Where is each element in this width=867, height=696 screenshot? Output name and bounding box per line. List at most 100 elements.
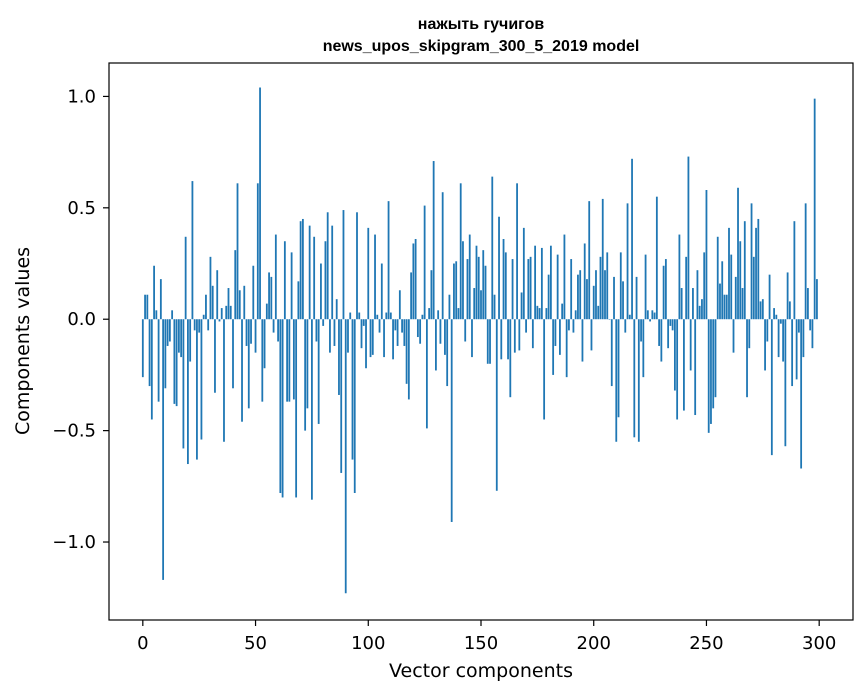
bar (556, 254, 559, 320)
bar (202, 314, 205, 320)
bar (739, 241, 742, 320)
bar (403, 319, 406, 346)
bar (198, 319, 201, 333)
bar (335, 299, 338, 320)
bar (615, 319, 618, 442)
bar (333, 319, 336, 346)
bar (491, 176, 494, 320)
bar (173, 319, 176, 404)
bar (773, 308, 775, 320)
bar (601, 198, 604, 320)
bar (522, 227, 525, 320)
bar (728, 227, 730, 320)
x-tick-label: 100 (351, 633, 385, 654)
bar (430, 270, 433, 320)
y-tick-label: 0.0 (67, 309, 96, 330)
bar (667, 319, 670, 349)
bar (500, 319, 503, 360)
bar (764, 319, 766, 371)
bar (450, 319, 453, 522)
bar (689, 319, 692, 371)
bar (653, 312, 656, 320)
bar (590, 319, 593, 351)
bar (683, 319, 685, 411)
bar (367, 227, 370, 320)
bar (225, 305, 228, 320)
bar (205, 294, 207, 320)
bar (795, 319, 798, 380)
bar (155, 310, 158, 320)
bar (662, 265, 665, 320)
y-tick-label: −1.0 (52, 532, 96, 553)
bar (175, 319, 178, 407)
bar (281, 319, 284, 498)
bar (211, 285, 214, 320)
bar (340, 319, 343, 473)
bar (425, 319, 428, 429)
bar (646, 310, 649, 320)
bar (468, 234, 471, 320)
bar (279, 319, 282, 493)
bar (338, 319, 340, 395)
bar (292, 319, 295, 400)
bar (421, 314, 424, 320)
bar (365, 319, 367, 369)
bar (509, 319, 512, 398)
bar (680, 288, 683, 320)
x-tick-label: 50 (244, 633, 267, 654)
bar (432, 161, 435, 320)
bar (376, 314, 379, 320)
bar (414, 239, 417, 320)
bar (371, 319, 374, 355)
bar (256, 183, 259, 320)
bar (692, 288, 694, 320)
bar (362, 319, 365, 326)
bar (229, 305, 232, 320)
bar (265, 303, 268, 320)
bar (622, 281, 624, 320)
chart-subtitle: news_upos_skipgram_300_5_2019 model (323, 38, 640, 55)
bar (462, 241, 464, 320)
bar (184, 236, 187, 320)
bar (437, 310, 440, 320)
bar (378, 319, 381, 333)
bar (207, 319, 210, 331)
bar (737, 187, 739, 320)
bar (531, 319, 534, 349)
bar (631, 158, 633, 320)
bar (322, 319, 325, 326)
bar (703, 252, 706, 320)
bar (797, 319, 800, 333)
bar (732, 319, 735, 353)
x-axis-ticks: 0 50 100 150 200 250 300 (137, 620, 836, 654)
bar (252, 265, 255, 320)
bar (466, 259, 469, 320)
bar (311, 319, 313, 500)
bar (586, 279, 588, 320)
bar (719, 283, 721, 320)
bar (191, 181, 194, 320)
bar (507, 319, 509, 360)
y-tick-label: 0.5 (67, 198, 96, 219)
bar (297, 281, 300, 320)
bar (410, 272, 413, 320)
bar (317, 319, 320, 424)
bar (473, 288, 476, 320)
bar (416, 319, 419, 338)
bar (356, 212, 358, 320)
bar (577, 274, 579, 320)
bar (527, 259, 530, 320)
bar (563, 234, 566, 320)
bar (232, 319, 234, 389)
y-tick-label: −0.5 (52, 421, 96, 442)
bar (565, 319, 568, 378)
bar (171, 310, 174, 320)
bar (329, 319, 331, 353)
bar (595, 270, 597, 320)
bar (419, 319, 422, 344)
bar (775, 314, 778, 320)
bar (554, 319, 557, 346)
bar (813, 98, 816, 320)
bar (712, 319, 715, 409)
bar (268, 272, 270, 320)
